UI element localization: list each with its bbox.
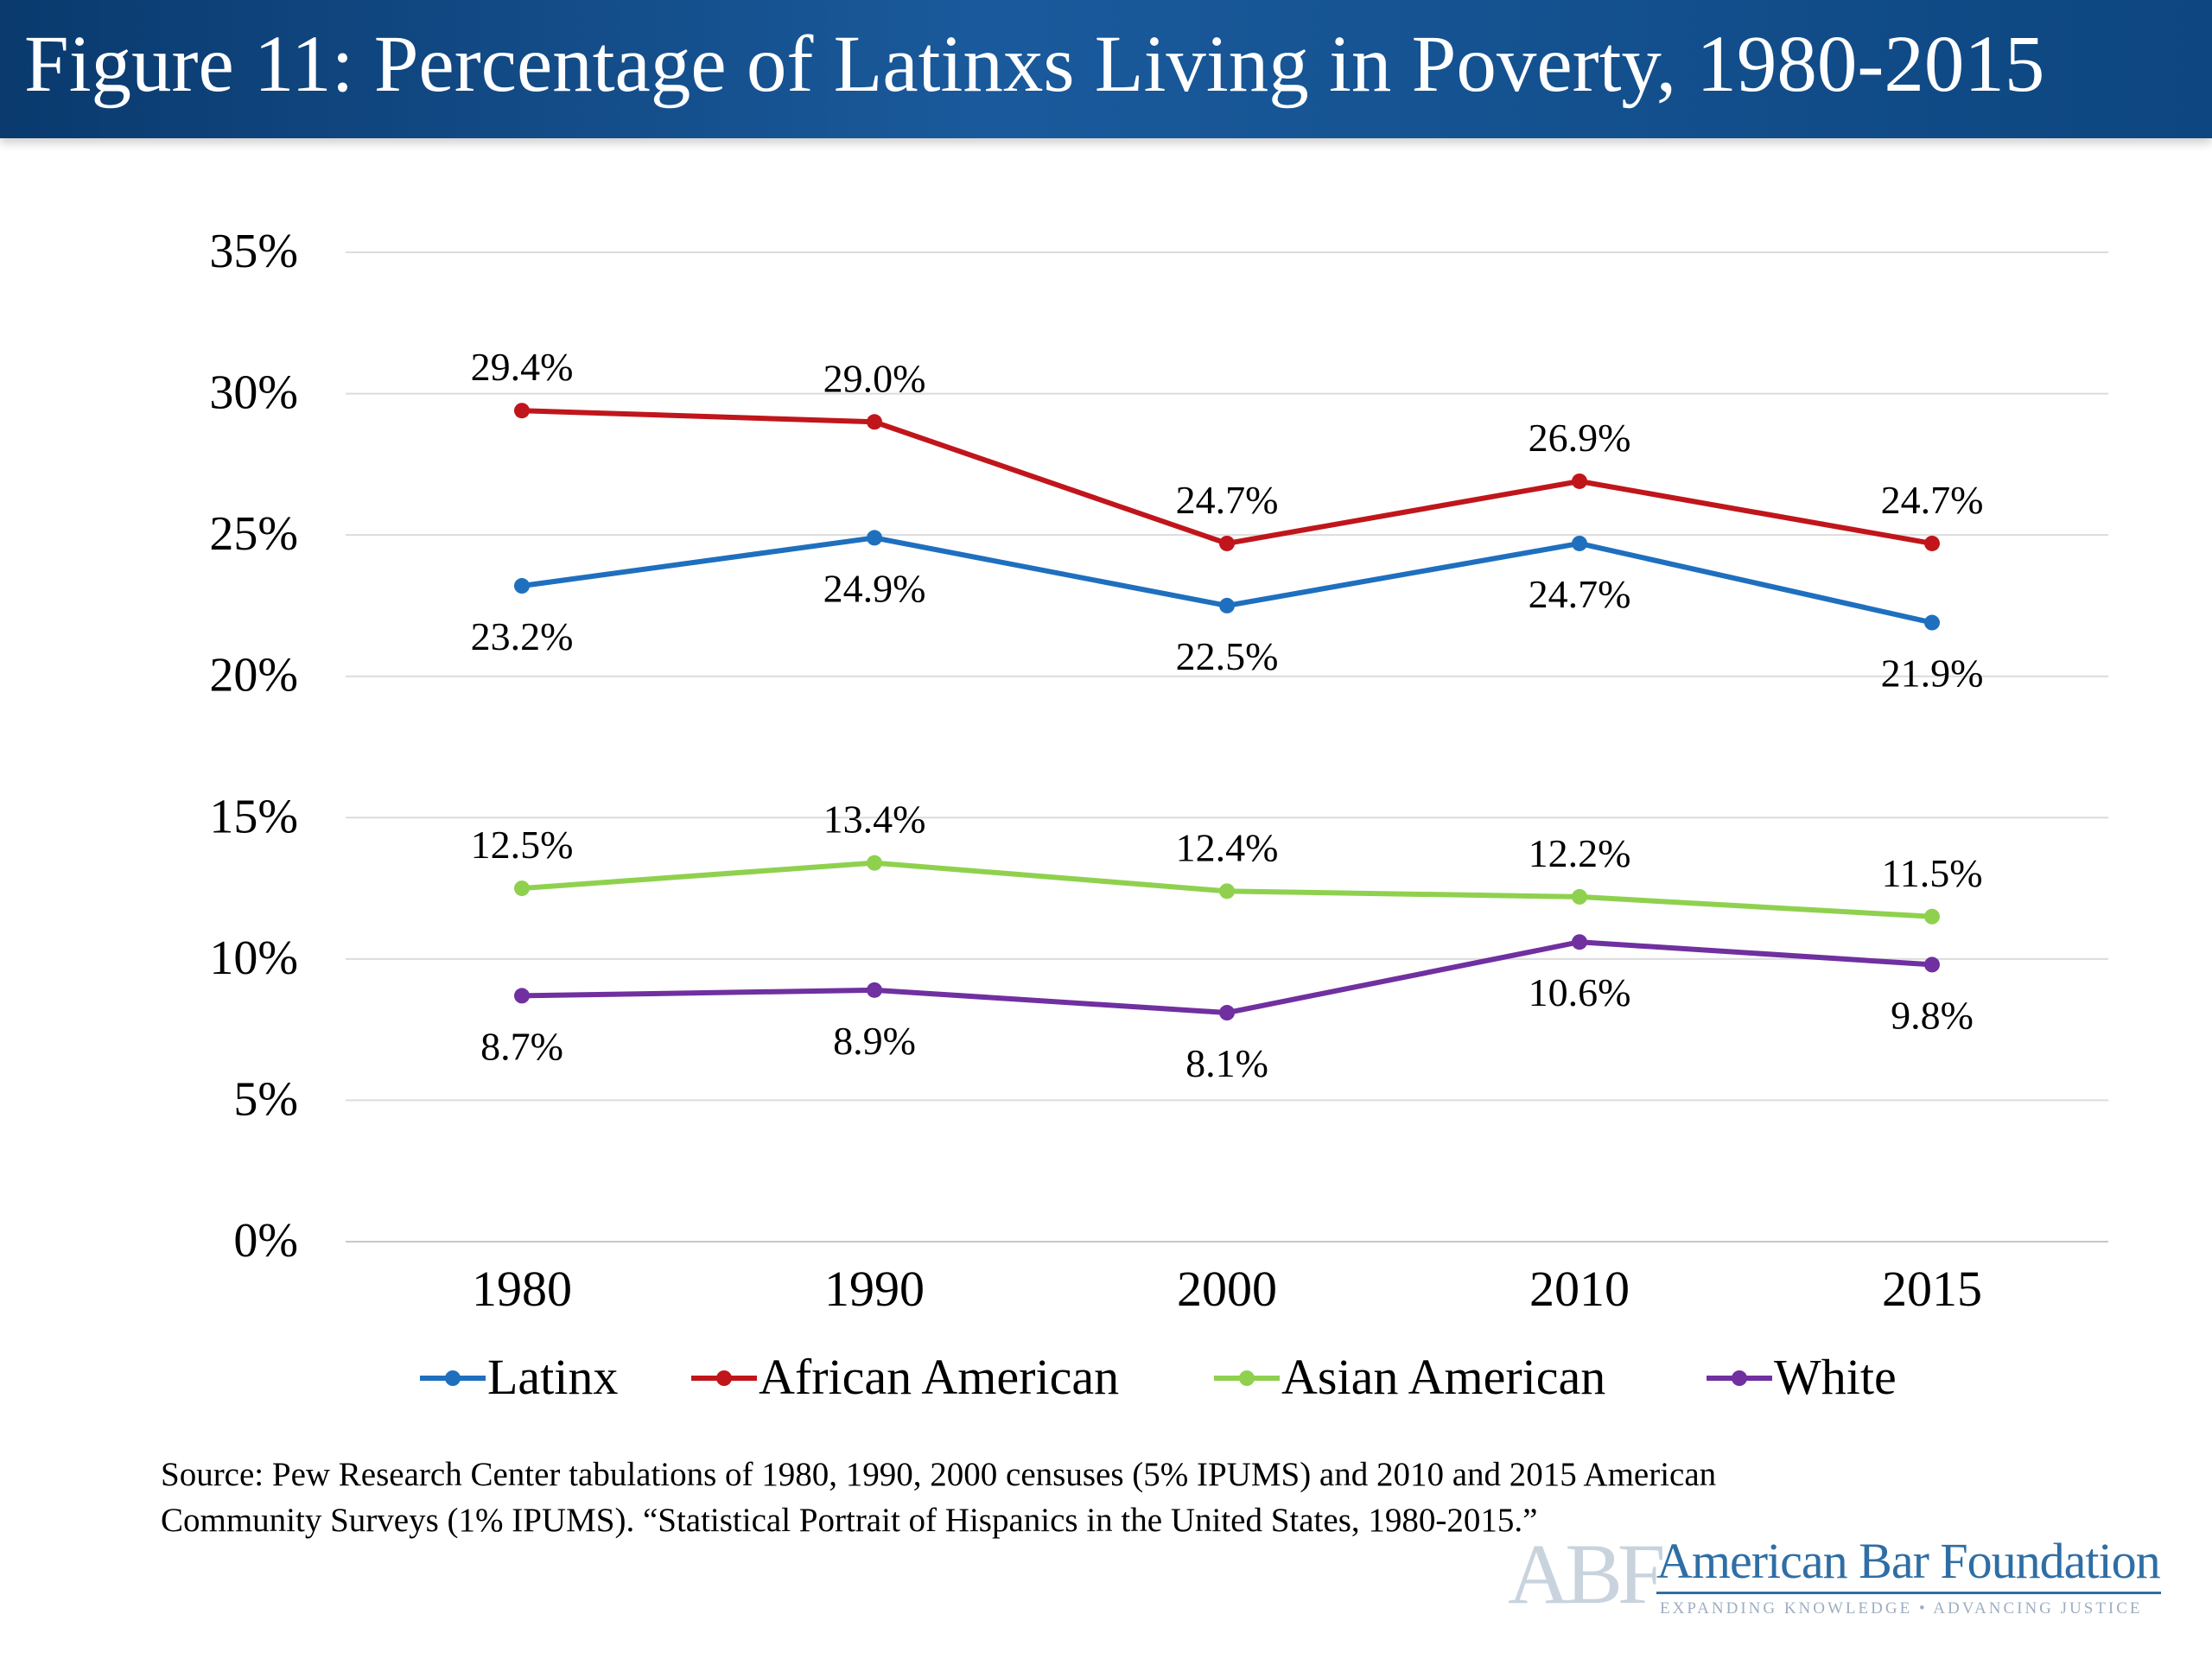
legend-label: Asian American	[1281, 1349, 1605, 1405]
source-note: Source: Pew Research Center tabulations …	[161, 1452, 2062, 1543]
data-point	[867, 530, 882, 546]
data-point	[1924, 908, 1940, 925]
line-chart: 0% 5% 10% 15% 20% 25% 30% 35% 1980 1990 2000 2010 2…	[209, 225, 2108, 1405]
legend-swatch-marker	[716, 1370, 732, 1386]
data-label: 12.5%	[471, 823, 574, 867]
abf-logo: ABF American Bar Foundation EXPANDING KN…	[1508, 1531, 2173, 1631]
series-line	[521, 939, 1933, 1016]
legend-label: Latinx	[487, 1349, 618, 1405]
data-point	[514, 578, 530, 594]
legend-item: Latinx	[420, 1349, 618, 1405]
data-label: 8.9%	[833, 1019, 916, 1063]
series-group: 23.2% 24.9% 22.5% 24.7% 21.9% 29.4% 29.0% 24.7%…	[471, 345, 1984, 1085]
x-tick-label: 2010	[1529, 1261, 1630, 1317]
data-point	[1572, 888, 1587, 905]
title-bar: Figure 11: Percentage of Latinxs Living …	[0, 0, 2212, 138]
legend-item: African American	[691, 1349, 1119, 1405]
data-point	[867, 982, 882, 998]
x-tick-label: 2000	[1177, 1261, 1277, 1317]
data-point	[1924, 957, 1940, 973]
y-tick-label: 30%	[209, 366, 298, 420]
logo-name: American Bar Foundation	[1656, 1533, 2161, 1589]
y-axis: 0% 5% 10% 15% 20% 25% 30% 35%	[209, 225, 298, 1268]
data-label: 24.7%	[1881, 478, 1984, 522]
y-tick-label: 25%	[209, 507, 298, 561]
source-line-2: Community Surveys (1% IPUMS). “Statistic…	[161, 1501, 1538, 1539]
data-label: 24.7%	[1529, 572, 1631, 616]
data-label: 11.5%	[1881, 851, 1982, 895]
data-point	[1219, 1005, 1235, 1021]
data-point	[514, 988, 530, 1004]
data-label: 29.0%	[823, 356, 926, 400]
data-label: 8.1%	[1185, 1041, 1268, 1085]
y-tick-label: 35%	[209, 225, 298, 278]
data-label: 24.7%	[1176, 478, 1279, 522]
data-point	[1219, 597, 1235, 613]
legend-item: Asian American	[1214, 1349, 1605, 1405]
data-label: 13.4%	[823, 798, 926, 842]
data-point	[867, 855, 882, 871]
y-tick-label: 10%	[209, 931, 298, 985]
data-point	[1572, 473, 1587, 489]
page-title: Figure 11: Percentage of Latinxs Living …	[24, 20, 2045, 109]
logo-rule	[1656, 1592, 2161, 1594]
data-label: 9.8%	[1891, 993, 1974, 1037]
data-point	[514, 403, 530, 419]
gridlines	[346, 251, 2108, 1243]
data-point	[1572, 934, 1587, 950]
legend-item: White	[1707, 1349, 1897, 1405]
series-african-american: 29.4% 29.0% 24.7% 26.9% 24.7%	[471, 345, 1984, 551]
x-tick-label: 1990	[824, 1261, 925, 1317]
data-label: 29.4%	[471, 345, 574, 389]
series-latinx: 23.2% 24.9% 22.5% 24.7% 21.9%	[471, 530, 1984, 696]
legend-label: White	[1774, 1349, 1897, 1405]
data-label: 8.7%	[480, 1024, 563, 1068]
data-point	[1219, 883, 1235, 899]
legend-label: African American	[759, 1349, 1119, 1405]
x-tick-label: 2015	[1882, 1261, 1982, 1317]
data-point	[867, 414, 882, 430]
data-label: 12.4%	[1176, 825, 1279, 869]
source-line-1: Source: Pew Research Center tabulations …	[161, 1456, 1717, 1493]
series-white: 8.7% 8.9% 8.1% 10.6% 9.8%	[480, 934, 1974, 1085]
legend-swatch-marker	[1239, 1370, 1255, 1386]
x-tick-label: 1980	[472, 1261, 572, 1317]
data-label: 24.9%	[823, 566, 926, 610]
y-tick-label: 5%	[233, 1072, 298, 1126]
data-point	[1924, 535, 1940, 551]
data-label: 26.9%	[1529, 416, 1631, 460]
legend-swatch-marker	[445, 1370, 461, 1386]
y-tick-label: 20%	[209, 649, 298, 702]
data-label: 23.2%	[471, 614, 574, 658]
data-label: 21.9%	[1881, 652, 1984, 696]
data-label: 22.5%	[1176, 634, 1279, 678]
legend-swatch-marker	[1732, 1370, 1747, 1386]
x-axis: 1980 1990 2000 2010 2015	[472, 1261, 1982, 1317]
legend: Latinx African American Asian American Whit…	[420, 1349, 1897, 1405]
y-tick-label: 15%	[209, 790, 298, 843]
series-asian-american: 12.5% 13.4% 12.4% 12.2% 11.5%	[471, 798, 1983, 925]
data-point	[514, 880, 530, 897]
y-tick-label: 0%	[233, 1214, 298, 1268]
data-point	[1924, 614, 1940, 631]
data-point	[1219, 535, 1235, 551]
logo-initials: ABF	[1508, 1526, 1666, 1622]
data-label: 10.6%	[1529, 970, 1631, 1014]
data-point	[1572, 535, 1587, 551]
logo-tagline: EXPANDING KNOWLEDGE • ADVANCING JUSTICE	[1660, 1599, 2143, 1618]
data-label: 12.2%	[1529, 831, 1631, 875]
